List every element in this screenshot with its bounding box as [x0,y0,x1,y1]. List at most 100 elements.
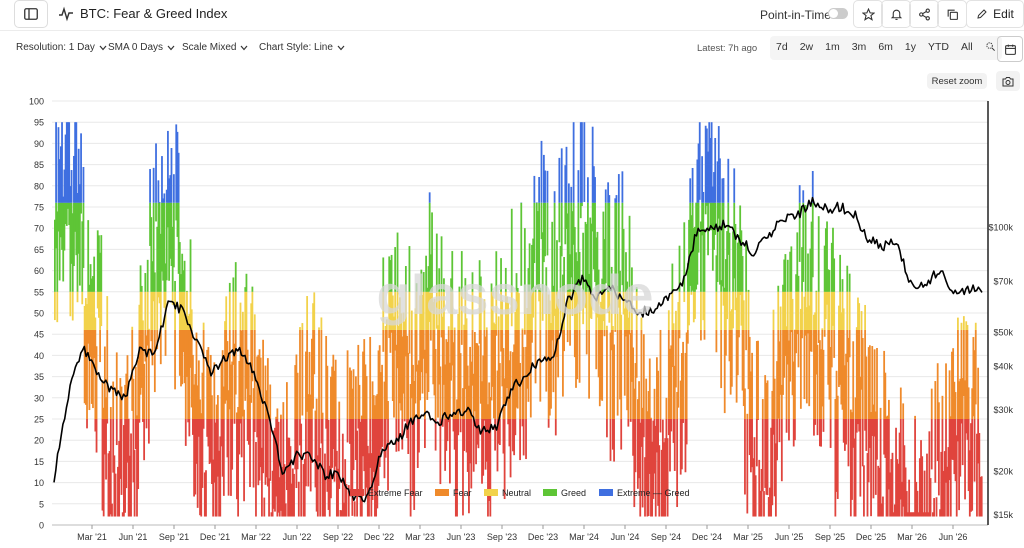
index-bar [838,305,840,330]
index-bar [490,329,493,401]
index-bar [704,202,707,215]
index-bar [815,290,818,292]
index-bar [272,430,275,509]
index-bar [577,170,580,203]
index-bar [833,329,836,358]
y-tick-label-left: 95 [34,118,44,128]
index-bar [722,202,725,292]
index-bar [700,291,702,330]
index-bar [847,337,850,419]
sma-dropdown[interactable]: SMA 0 Days [108,42,175,53]
range-3m[interactable]: 3m [851,41,867,53]
index-bar [650,419,652,517]
index-bar [673,419,676,471]
index-bar [838,329,840,387]
range-1m[interactable]: 1m [825,41,840,53]
index-bar [940,451,943,517]
reset-zoom-button[interactable]: Reset zoom [927,73,987,89]
index-bar [585,224,588,292]
index-bar [76,192,79,203]
index-bar [590,291,593,319]
index-bar [556,291,558,330]
index-bar [928,431,931,517]
edit-button[interactable]: Edit [966,0,1024,28]
index-bar [867,347,870,419]
index-bar [705,128,708,203]
index-bar [846,265,849,292]
index-bar [301,323,304,330]
screenshot-button[interactable] [996,71,1020,91]
index-bar [483,419,486,421]
index-bar [830,291,833,330]
index-bar [659,329,662,419]
index-bar [453,327,456,330]
index-bar [468,419,470,514]
index-bar [797,329,800,368]
index-bar [189,239,192,292]
sidebar-toggle-button[interactable] [14,0,48,28]
range-1y[interactable]: 1y [904,41,916,53]
index-bar [526,329,529,389]
duplicate-button[interactable] [937,0,967,28]
alert-button[interactable] [881,0,911,28]
index-bar [582,291,585,325]
x-tick-label: Mar '21 [77,532,107,542]
index-bar [481,381,483,419]
index-bar [884,419,887,458]
legend-swatch [484,489,498,496]
index-bar [659,419,662,433]
index-bar [623,308,626,330]
scale-label: Scale Mixed [182,42,237,53]
index-bar [325,335,328,419]
index-bar [700,221,702,292]
index-bar [961,378,964,419]
index-bar [641,407,644,419]
index-bar [440,291,443,330]
index-bar [146,329,149,346]
range-2w[interactable]: 2w [799,41,814,53]
share-button[interactable] [909,0,939,28]
range-6m[interactable]: 6m [878,41,893,53]
chart-style-dropdown[interactable]: Chart Style: Line [259,42,345,53]
zoom-select-button[interactable] [979,36,1002,60]
index-bar [520,202,523,286]
scale-dropdown[interactable]: Scale Mixed [182,42,248,53]
index-bar [424,349,426,419]
index-bar [188,313,191,330]
index-bar [196,385,199,419]
index-bar [207,347,210,419]
index-bar [680,419,683,470]
calendar-button[interactable] [997,36,1023,62]
index-bar [339,510,342,517]
index-bar [794,329,796,419]
index-bar [722,291,725,306]
index-bar [689,202,692,286]
favorite-button[interactable] [853,0,883,28]
index-bar [918,458,921,517]
index-bar [832,291,834,326]
index-bar [382,291,385,330]
range-ytd[interactable]: YTD [928,41,949,53]
index-bar [163,291,166,308]
range-all[interactable]: All [961,41,973,53]
index-bar [477,419,480,449]
index-bar [384,329,387,419]
index-bar [588,291,590,330]
index-bar [676,419,679,508]
range-7d[interactable]: 7d [776,41,788,53]
index-bar [684,419,687,473]
index-bar [514,311,517,330]
index-bar [136,415,138,419]
index-bar [761,419,764,492]
index-bar [170,202,173,267]
index-bar [375,419,378,517]
index-bar [493,322,495,330]
point-in-time-toggle[interactable] [828,8,848,19]
index-bar [570,202,573,278]
resolution-dropdown[interactable]: Resolution: 1 Day [16,42,107,53]
index-bar [839,291,842,330]
index-bar [485,419,488,462]
y-tick-label-right: $40k [993,361,1013,371]
index-bar [233,419,236,424]
index-bar [133,450,136,517]
